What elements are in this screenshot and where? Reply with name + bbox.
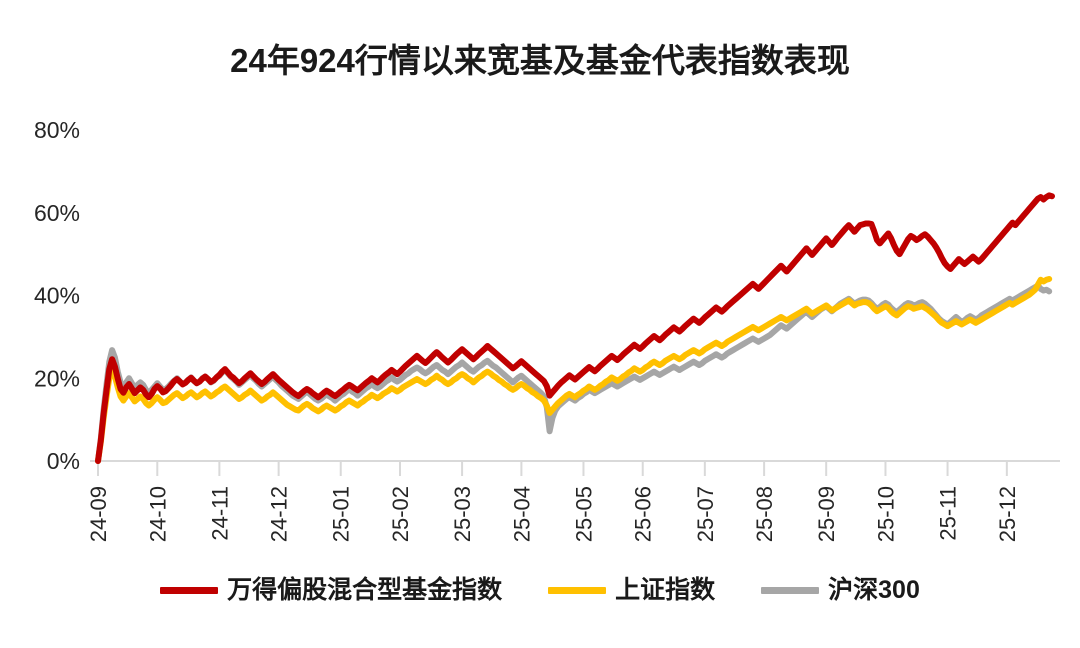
legend-item-label: 上证指数 <box>615 576 716 604</box>
x-axis-tick-label: 24-11 <box>207 486 232 541</box>
x-axis-tick-label: 25-05 <box>571 486 596 542</box>
y-axis-tick-label: 60% <box>34 200 80 226</box>
page-title: 24年924行情以来宽基及基金代表指数表现 <box>230 42 850 79</box>
x-axis-tick-label: 25-03 <box>450 486 475 542</box>
series-line <box>95 275 1053 464</box>
legend-color-swatch <box>761 587 820 594</box>
legend-item-label: 万得偏股混合型基金指数 <box>227 576 503 604</box>
x-axis-tick-label: 25-08 <box>752 486 777 542</box>
y-axis-tick-label: 80% <box>34 117 80 143</box>
x-axis-line-group <box>90 460 1060 476</box>
y-axis-tick-labels: 0% 20% 40% 60% 80% <box>34 117 80 474</box>
y-axis-tick-label: 0% <box>47 448 80 474</box>
x-axis-tick-label: 25-12 <box>995 486 1020 542</box>
legend-item-label: 沪深300 <box>828 576 920 604</box>
legend-color-swatch <box>548 587 607 594</box>
series-paths <box>95 192 1055 464</box>
legend-color-swatch <box>160 587 219 594</box>
x-axis-tick-label: 25-04 <box>509 486 534 542</box>
x-axis-tick-label: 24-12 <box>267 486 292 542</box>
x-axis-tick-labels: 24-09 24-10 24-11 24-12 25-01 25-02 25-03 25-04… <box>86 486 1020 542</box>
y-axis-tick-label: 40% <box>34 283 80 309</box>
series-line <box>95 192 1055 464</box>
x-axis-tick-label: 25-09 <box>814 486 839 542</box>
x-axis-tick-label: 25-06 <box>631 486 656 542</box>
x-axis-tick-label: 25-01 <box>329 486 354 542</box>
legend-item[interactable]: 上证指数 <box>548 578 715 603</box>
x-axis-tick-label: 25-07 <box>693 486 718 542</box>
x-axis-tick-label: 24-10 <box>145 486 170 542</box>
x-axis-tick-label: 25-11 <box>936 486 961 541</box>
x-axis-tick-label: 24-09 <box>86 486 111 542</box>
y-axis-tick-label: 20% <box>34 365 80 391</box>
series-line <box>95 282 1053 464</box>
x-axis-tick-label: 25-02 <box>388 486 413 542</box>
legend-item[interactable]: 沪深300 <box>761 578 920 603</box>
chart-legend: 万得偏股混合型基金指数 上证指数 沪深300 <box>0 578 1080 603</box>
x-axis-tick-label: 25-10 <box>873 486 898 542</box>
legend-item[interactable]: 万得偏股混合型基金指数 <box>160 578 502 603</box>
